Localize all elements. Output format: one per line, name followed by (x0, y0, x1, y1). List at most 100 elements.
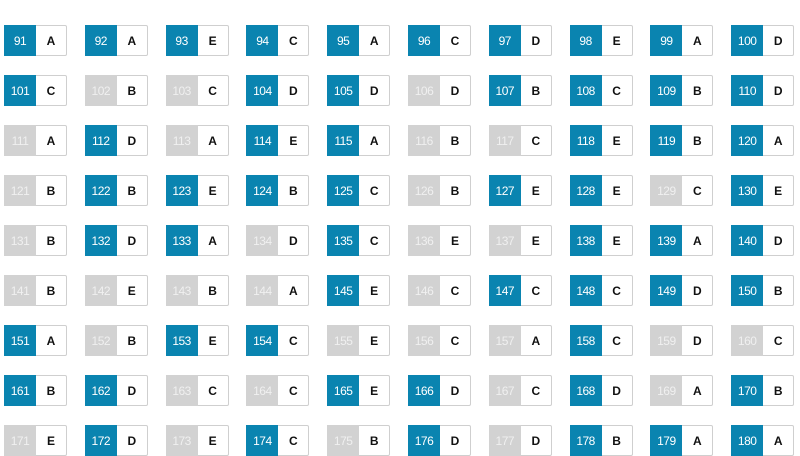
question-box-170[interactable]: 170 B (731, 375, 795, 406)
question-box-102[interactable]: 102 B (84, 75, 148, 106)
question-box-125[interactable]: 125 C (327, 175, 391, 206)
question-answer: B (531, 83, 541, 98)
question-box-91[interactable]: 91 A (4, 25, 67, 56)
question-box-109[interactable]: 109 B (650, 75, 714, 106)
question-box-174[interactable]: 174 C (246, 425, 310, 456)
question-box-165[interactable]: 165 E (327, 375, 391, 406)
question-box-134[interactable]: 134 D (246, 225, 310, 256)
question-box-173[interactable]: 173 E (165, 425, 229, 456)
question-box-159[interactable]: 159 D (650, 325, 714, 356)
question-number: 178 (569, 425, 602, 456)
question-box-143[interactable]: 143 B (165, 275, 229, 306)
question-box-154[interactable]: 154 C (246, 325, 310, 356)
question-answer: D (127, 133, 137, 148)
question-box-138[interactable]: 138 E (569, 225, 633, 256)
question-box-179[interactable]: 179 A (650, 425, 714, 456)
question-box-110[interactable]: 110 D (731, 75, 795, 106)
question-box-117[interactable]: 117 C (488, 125, 552, 156)
question-box-133[interactable]: 133 A (165, 225, 229, 256)
question-box-175[interactable]: 175 B (327, 425, 391, 456)
question-box-139[interactable]: 139 A (650, 225, 714, 256)
question-box-114[interactable]: 114 E (246, 125, 310, 156)
question-box-131[interactable]: 131 B (4, 225, 67, 256)
question-box-127[interactable]: 127 E (488, 175, 552, 206)
question-box-172[interactable]: 172 D (84, 425, 148, 456)
question-box-99[interactable]: 99 A (650, 25, 714, 56)
question-box-112[interactable]: 112 D (84, 125, 148, 156)
question-box-151[interactable]: 151 A (4, 325, 67, 356)
question-box-150[interactable]: 150 B (731, 275, 795, 306)
question-box-140[interactable]: 140 D (731, 225, 795, 256)
question-box-162[interactable]: 162 D (84, 375, 148, 406)
question-box-93[interactable]: 93 E (165, 25, 229, 56)
question-answer: A (289, 283, 298, 298)
question-box-123[interactable]: 123 E (165, 175, 229, 206)
question-box-106[interactable]: 106 D (408, 75, 471, 106)
question-box-92[interactable]: 92 A (84, 25, 148, 56)
question-box-122[interactable]: 122 B (84, 175, 148, 206)
question-box-145[interactable]: 145 E (327, 275, 391, 306)
question-box-163[interactable]: 163 C (165, 375, 229, 406)
question-box-147[interactable]: 147 C (488, 275, 552, 306)
question-box-153[interactable]: 153 E (165, 325, 229, 356)
question-box-156[interactable]: 156 C (408, 325, 471, 356)
question-box-142[interactable]: 142 E (84, 275, 148, 306)
question-box-107[interactable]: 107 B (488, 75, 552, 106)
question-box-167[interactable]: 167 C (488, 375, 552, 406)
question-box-176[interactable]: 176 D (408, 425, 471, 456)
question-box-97[interactable]: 97 D (488, 25, 552, 56)
question-answer: A (208, 133, 217, 148)
question-box-126[interactable]: 126 B (408, 175, 471, 206)
question-box-96[interactable]: 96 C (408, 25, 471, 56)
question-box-168[interactable]: 168 D (569, 375, 633, 406)
question-box-158[interactable]: 158 C (569, 325, 633, 356)
question-box-160[interactable]: 160 C (731, 325, 795, 356)
question-box-164[interactable]: 164 C (246, 375, 310, 406)
question-box-177[interactable]: 177 D (488, 425, 552, 456)
question-box-118[interactable]: 118 E (569, 125, 633, 156)
question-box-149[interactable]: 149 D (650, 275, 714, 306)
question-box-128[interactable]: 128 E (569, 175, 633, 206)
question-box-169[interactable]: 169 A (650, 375, 714, 406)
question-box-130[interactable]: 130 E (731, 175, 795, 206)
question-box-116[interactable]: 116 B (408, 125, 471, 156)
question-number: 98 (569, 25, 602, 56)
question-box-132[interactable]: 132 D (84, 225, 148, 256)
question-answer: E (531, 233, 540, 248)
question-box-144[interactable]: 144 A (246, 275, 310, 306)
question-box-152[interactable]: 152 B (84, 325, 148, 356)
question-box-108[interactable]: 108 C (569, 75, 633, 106)
question-box-155[interactable]: 155 E (327, 325, 391, 356)
question-box-180[interactable]: 180 A (731, 425, 795, 456)
question-box-115[interactable]: 115 A (327, 125, 391, 156)
question-box-100[interactable]: 100 D (731, 25, 795, 56)
question-box-119[interactable]: 119 B (650, 125, 714, 156)
question-box-111[interactable]: 111 A (4, 125, 67, 156)
question-box-98[interactable]: 98 E (569, 25, 633, 56)
question-box-94[interactable]: 94 C (246, 25, 310, 56)
question-box-95[interactable]: 95 A (327, 25, 391, 56)
question-box-146[interactable]: 146 C (408, 275, 471, 306)
question-answer: D (531, 33, 541, 48)
question-box-129[interactable]: 129 C (650, 175, 714, 206)
question-box-137[interactable]: 137 E (488, 225, 552, 256)
question-box-120[interactable]: 120 A (731, 125, 795, 156)
question-box-161[interactable]: 161 B (4, 375, 67, 406)
question-box-124[interactable]: 124 B (246, 175, 310, 206)
question-number: 140 (731, 225, 764, 256)
question-box-157[interactable]: 157 A (488, 325, 552, 356)
question-box-104[interactable]: 104 D (246, 75, 310, 106)
question-box-103[interactable]: 103 C (165, 75, 229, 106)
question-box-178[interactable]: 178 B (569, 425, 633, 456)
question-box-113[interactable]: 113 A (165, 125, 229, 156)
question-box-171[interactable]: 171 E (4, 425, 67, 456)
question-box-136[interactable]: 136 E (408, 225, 471, 256)
question-answer: D (612, 383, 621, 398)
question-box-135[interactable]: 135 C (327, 225, 391, 256)
question-box-101[interactable]: 101 C (4, 75, 67, 106)
question-box-105[interactable]: 105 D (327, 75, 391, 106)
question-box-166[interactable]: 166 D (408, 375, 471, 406)
question-box-148[interactable]: 148 C (569, 275, 633, 306)
question-box-141[interactable]: 141 B (4, 275, 67, 306)
question-box-121[interactable]: 121 B (4, 175, 67, 206)
